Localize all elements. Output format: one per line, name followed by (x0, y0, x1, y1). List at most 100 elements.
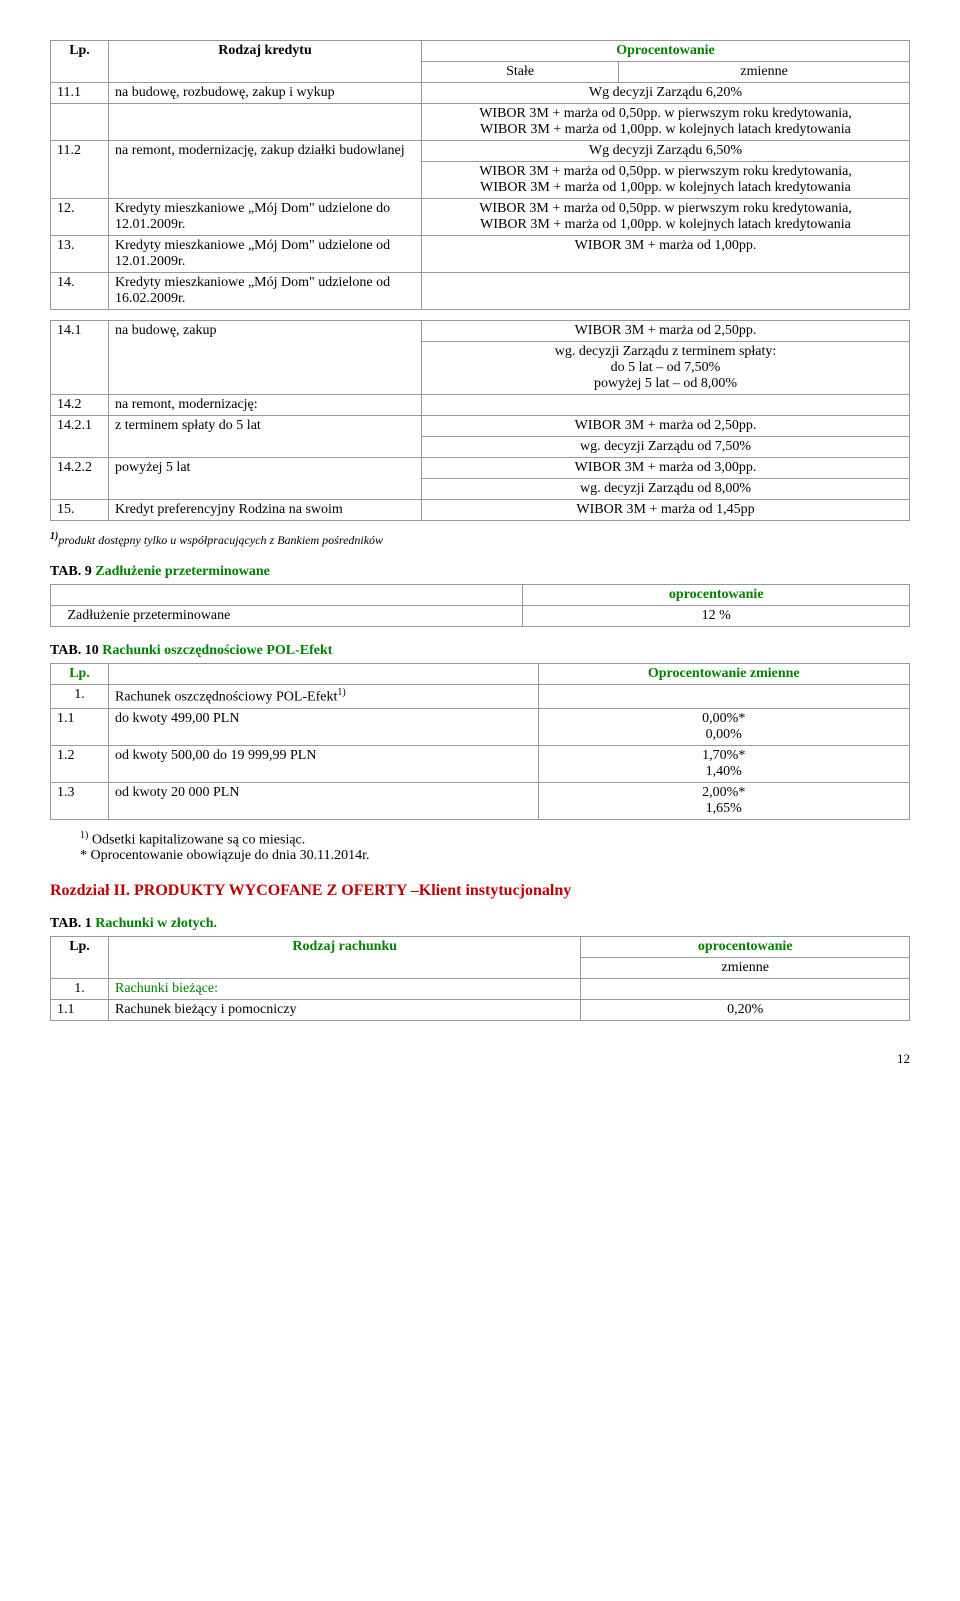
tab10-foot1: Odsetki kapitalizowane są co miesiąc. (88, 832, 305, 847)
row-12: 12. Kredyty mieszkaniowe „Mój Dom" udzie… (51, 199, 910, 236)
row-13: 13. Kredyty mieszkaniowe „Mój Dom" udzie… (51, 236, 910, 273)
cell-txt: od kwoty 20 000 PLN (109, 782, 539, 819)
cell-val: 0,20% (581, 1000, 910, 1021)
cell-val: WIBOR 3M + marża od 0,50pp. w pierwszym … (422, 199, 910, 236)
cell-txt: na remont, modernizację, zakup działki b… (109, 141, 422, 199)
cell-lp: 1.2 (51, 745, 109, 782)
cell-val: 1,70%*1,40% (538, 745, 910, 782)
cell-lp: 14.2.1 (51, 416, 109, 458)
tab1b-heading: TAB. 1 Rachunki w złotych. (50, 916, 910, 932)
tab10-hdr-oproc: Oprocentowanie zmienne (538, 664, 910, 685)
cell-val: wg. decyzji Zarządu od 8,00% (422, 479, 910, 500)
hdr-stale: Stałe (422, 62, 619, 83)
cell-lp: 14. (51, 273, 109, 310)
row-14-2-2-a: 14.2.2 powyżej 5 lat WIBOR 3M + marża od… (51, 458, 910, 479)
row-14: 14. Kredyty mieszkaniowe „Mój Dom" udzie… (51, 273, 910, 310)
cell-lp: 15. (51, 500, 109, 521)
cell-txt: Rachunek bieżący i pomocniczy (109, 1000, 581, 1021)
cell-lp: 1.1 (51, 708, 109, 745)
tab9-prefix: TAB. 9 (50, 564, 95, 579)
tab9-label: Zadłużenie przeterminowane (51, 606, 523, 627)
row-14-2-1-a: 14.2.1 z terminem spłaty do 5 lat WIBOR … (51, 416, 910, 437)
row-14-1-top: 14.1 na budowę, zakup WIBOR 3M + marża o… (51, 321, 910, 342)
tab1b-title: Rachunki w złotych. (95, 916, 217, 931)
cell-val: wg. decyzji Zarządu od 7,50% (422, 437, 910, 458)
tab10-r1: 1. Rachunek oszczędnościowy POL-Efekt1) (51, 685, 910, 709)
hdr-zm: zmienne (581, 958, 910, 979)
hdr-lp: Lp. (51, 41, 109, 83)
row-15: 15. Kredyt preferencyjny Rodzina na swoi… (51, 500, 910, 521)
tab10-r1-1: 1.1 do kwoty 499,00 PLN 0,00%*0,00% (51, 708, 910, 745)
cell-val: Wg decyzji Zarządu 6,50% (422, 141, 910, 162)
cell-lp: 1.3 (51, 782, 109, 819)
tab10-hdr-lp: Lp. (51, 664, 109, 685)
footnote-text: produkt dostępny tylko u współpracującyc… (58, 533, 383, 547)
cell-note: WIBOR 3M + marża od 0,50pp. w pierwszym … (422, 162, 910, 199)
cell-lp: 1.1 (51, 1000, 109, 1021)
row-11-1-note: WIBOR 3M + marża od 0,50pp. w pierwszym … (51, 104, 910, 141)
row-11-2-a: 11.2 na remont, modernizację, zakup dzia… (51, 141, 910, 162)
cell-txt: na budowę, zakup (109, 321, 422, 395)
footnote-1: 1)produkt dostępny tylko u współpracując… (50, 531, 910, 548)
cell-note: WIBOR 3M + marża od 0,50pp. w pierwszym … (422, 104, 910, 141)
cell-txt: Rachunek oszczędnościowy POL-Efekt1) (109, 685, 539, 709)
cell-top: WIBOR 3M + marża od 2,50pp. (422, 321, 910, 342)
cell-txt: do kwoty 499,00 PLN (109, 708, 539, 745)
cell-val: Wg decyzji Zarządu 6,20% (422, 83, 910, 104)
tab9-hdr: oprocentowanie (523, 585, 910, 606)
table-kredyty-top: Lp. Rodzaj kredytu Oprocentowanie Stałe … (50, 40, 910, 310)
cell-txt: Kredyt preferencyjny Rodzina na swoim (109, 500, 422, 521)
tab1b-r1-1: 1.1 Rachunek bieżący i pomocniczy 0,20% (51, 1000, 910, 1021)
hdr-lp: Lp. (51, 937, 109, 979)
cell-txt: Kredyty mieszkaniowe „Mój Dom" udzielone… (109, 199, 422, 236)
tab10-r1-3: 1.3 od kwoty 20 000 PLN 2,00%*1,65% (51, 782, 910, 819)
cell-lp: 12. (51, 199, 109, 236)
row-14-2: 14.2 na remont, modernizację: (51, 395, 910, 416)
cell-txt: Kredyty mieszkaniowe „Mój Dom" udzielone… (109, 273, 422, 310)
hdr-zmienne: zmienne (619, 62, 910, 83)
table-tab9: oprocentowanie Zadłużenie przeterminowan… (50, 584, 910, 627)
tab9-heading: TAB. 9 Zadłużenie przeterminowane (50, 564, 910, 580)
cell-val: wg. decyzji Zarządu z terminem spłaty: d… (422, 342, 910, 395)
tab10-foot2: * Oprocentowanie obowiązuje do dnia 30.1… (80, 848, 370, 863)
cell-lp: 14.1 (51, 321, 109, 395)
tab10-r1-2: 1.2 od kwoty 500,00 do 19 999,99 PLN 1,7… (51, 745, 910, 782)
cell-txt: od kwoty 500,00 do 19 999,99 PLN (109, 745, 539, 782)
cell-lp: 11.2 (51, 141, 109, 199)
tab10-title: Rachunki oszczędnościowe POL-Efekt (102, 643, 332, 658)
hdr-rodzaj: Rodzaj kredytu (109, 41, 422, 83)
cell-val: WIBOR 3M + marża od 1,45pp (422, 500, 910, 521)
cell-txt: na remont, modernizację: (109, 395, 422, 416)
tab1b-r1: 1. Rachunki bieżące: (51, 979, 910, 1000)
cell-lp: 1. (51, 979, 109, 1000)
table-tab1b: Lp. Rodzaj rachunku oprocentowanie zmien… (50, 936, 910, 1021)
page-number: 12 (50, 1051, 910, 1067)
cell-lp: 1. (51, 685, 109, 709)
row-11-1: 11.1 na budowę, rozbudowę, zakup i wykup… (51, 83, 910, 104)
cell-top: WIBOR 3M + marża od 2,50pp. (422, 416, 910, 437)
cell-txt: z terminem spłaty do 5 lat (109, 416, 422, 458)
cell-lp: 14.2 (51, 395, 109, 416)
cell-lp: 13. (51, 236, 109, 273)
cell-val: WIBOR 3M + marża od 1,00pp. (422, 236, 910, 273)
cell-txt: Kredyty mieszkaniowe „Mój Dom" udzielone… (109, 236, 422, 273)
cell-lp: 11.1 (51, 83, 109, 104)
tab10-footnotes: 1) Odsetki kapitalizowane są co miesiąc.… (80, 830, 910, 865)
tab9-row: Zadłużenie przeterminowane 12 % (51, 606, 910, 627)
tab9-val: 12 % (523, 606, 910, 627)
cell-txt: powyżej 5 lat (109, 458, 422, 500)
table-tab10: Lp. Oprocentowanie zmienne 1. Rachunek o… (50, 663, 910, 820)
cell-top: WIBOR 3M + marża od 3,00pp. (422, 458, 910, 479)
tab10-heading: TAB. 10 Rachunki oszczędnościowe POL-Efe… (50, 643, 910, 659)
cell-txt: na budowę, rozbudowę, zakup i wykup (109, 83, 422, 104)
cell-val: 2,00%*1,65% (538, 782, 910, 819)
cell-txt: Rachunki bieżące: (109, 979, 581, 1000)
rozdzial-title: Rozdział II. PRODUKTY WYCOFANE Z OFERTY … (50, 882, 910, 900)
cell-val: 0,00%*0,00% (538, 708, 910, 745)
hdr-oproc: oprocentowanie (581, 937, 910, 958)
tab9-title: Zadłużenie przeterminowane (95, 564, 270, 579)
hdr-oproc: Oprocentowanie (422, 41, 910, 62)
cell-lp: 14.2.2 (51, 458, 109, 500)
table-kredyty-bottom: 14.1 na budowę, zakup WIBOR 3M + marża o… (50, 320, 910, 521)
tab1b-prefix: TAB. 1 (50, 916, 95, 931)
